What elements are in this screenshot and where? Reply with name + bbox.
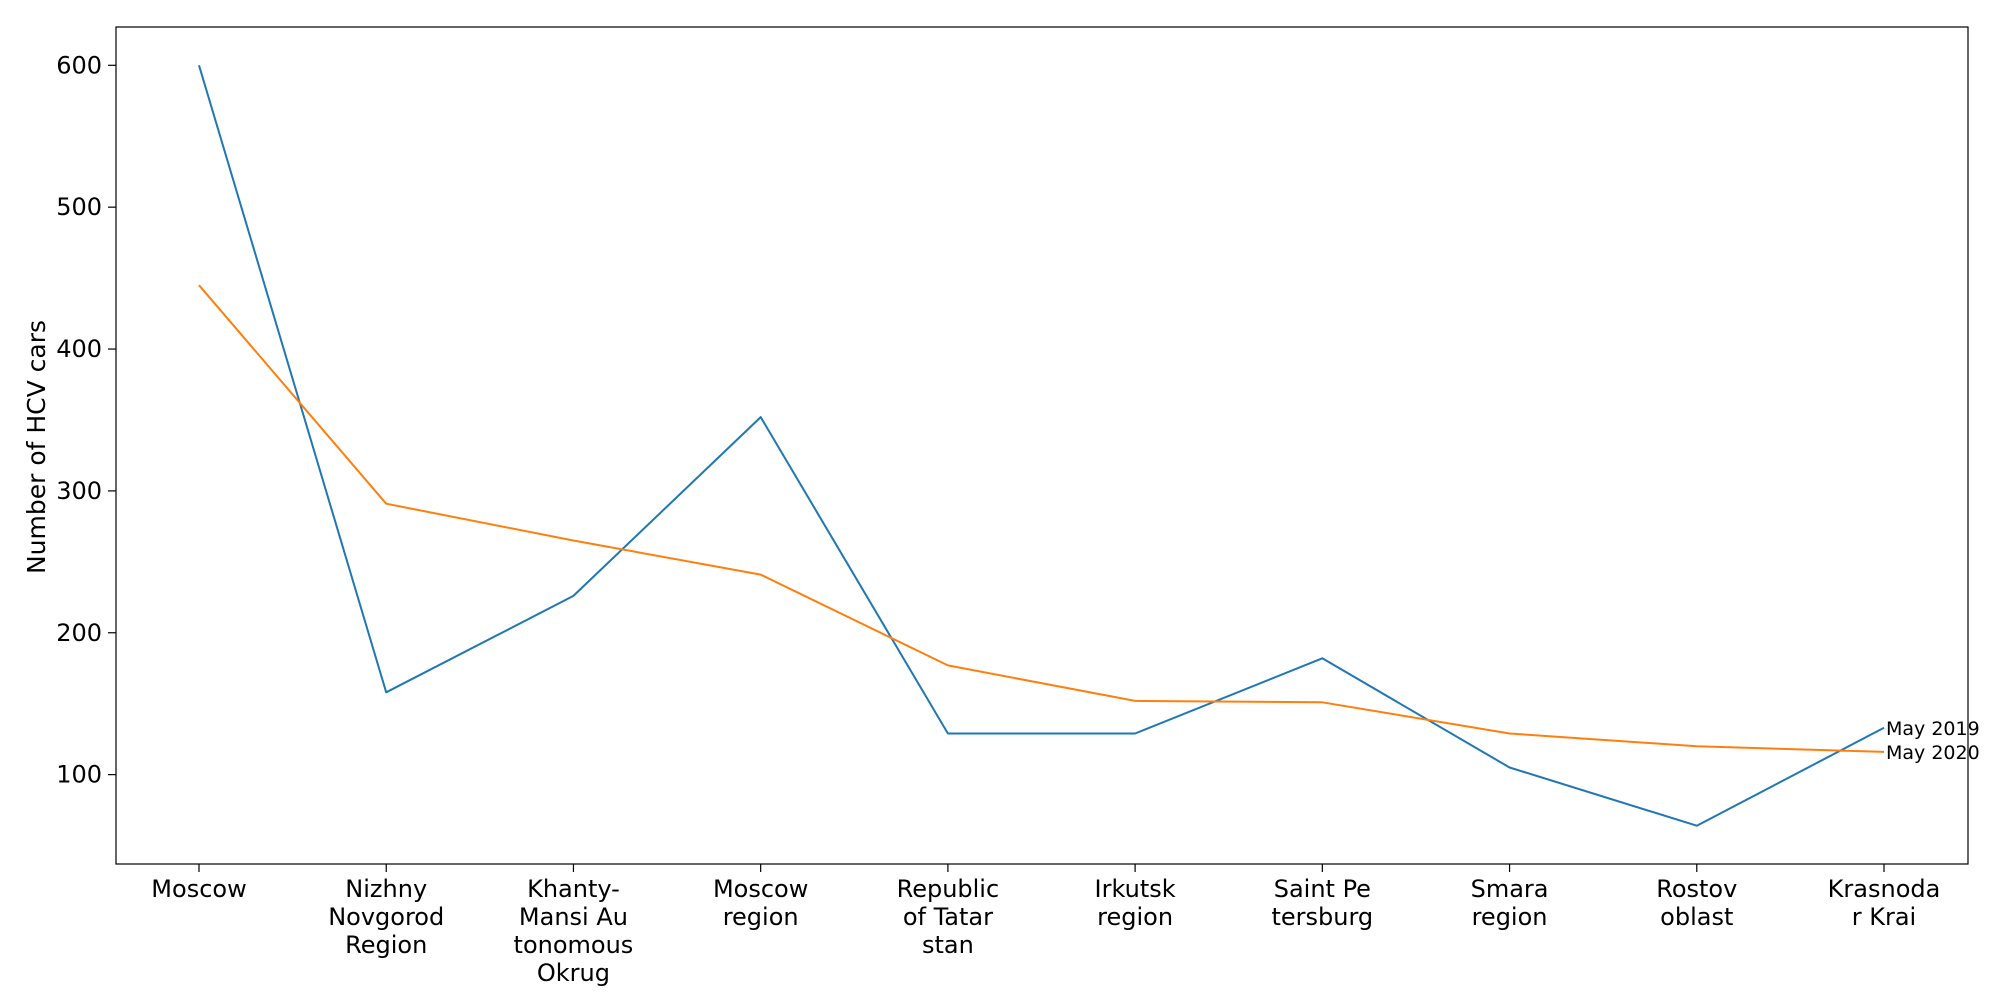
plot-frame (115, 26, 1969, 865)
x-tick-label: Republic of Tatar stan (897, 875, 1000, 959)
y-tick-label: 600 (56, 51, 102, 79)
x-tick-label: Moscow (151, 875, 246, 903)
series-line-may-2020 (198, 284, 1885, 753)
x-tick-label: Saint Pe tersburg (1271, 875, 1373, 931)
series-end-label: May 2019 (1886, 718, 1980, 740)
y-tick-label: 300 (56, 477, 102, 505)
x-tick-label: Smara region (1471, 875, 1549, 931)
y-tick-label: 200 (56, 619, 102, 647)
x-tick-label: Krasnoda r Krai (1828, 875, 1941, 931)
y-axis: 100 200 300 400 500 600 (56, 51, 116, 789)
x-tick-label: Rostov oblast (1656, 875, 1737, 931)
series-line-may-2019 (198, 65, 1885, 827)
y-tick-label: 400 (56, 335, 102, 363)
x-tick-label: Moscow region (713, 875, 808, 931)
x-axis: Moscow Nizhny Novgorod Region Khanty-Mansi A… (151, 864, 1940, 987)
x-tick-label: Nizhny Novgorod Region (328, 875, 444, 959)
y-tick-label: 100 (56, 761, 102, 789)
y-tick-label: 500 (56, 193, 102, 221)
y-axis-label: Number of HCV cars (22, 320, 51, 574)
series-lines (198, 65, 1885, 827)
plot-area (115, 26, 1969, 865)
x-tick-label: Khanty-Mansi Au tonomous Okrug (514, 875, 634, 987)
series-end-label: May 2020 (1886, 742, 1980, 764)
x-tick-label: Irkutsk region (1095, 875, 1176, 931)
